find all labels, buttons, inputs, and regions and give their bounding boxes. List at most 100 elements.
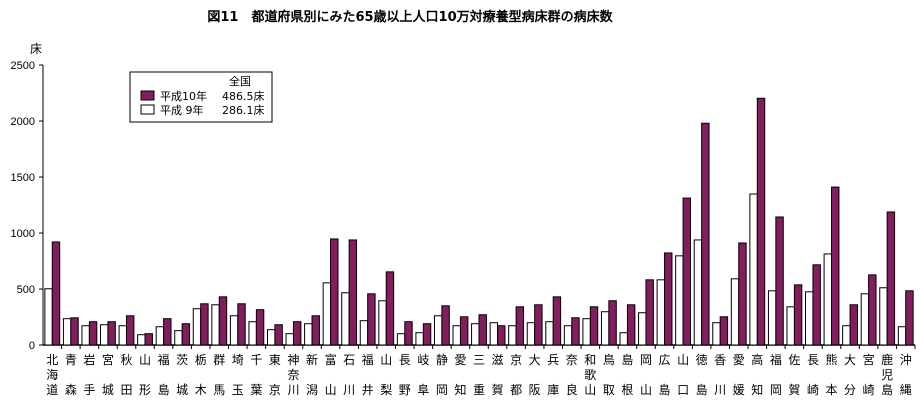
x-category-label: 縄 xyxy=(900,382,912,397)
bar-h9-福岡 xyxy=(767,290,777,346)
legend-swatch xyxy=(140,90,155,101)
x-category-label: 根 xyxy=(621,383,633,397)
bar-h9-沖縄 xyxy=(897,326,907,346)
bar-h10-山形 xyxy=(144,333,153,346)
bar-h9-愛媛 xyxy=(730,278,740,346)
x-category-label: 茨 xyxy=(176,353,188,367)
x-category-label: 海 xyxy=(46,367,58,382)
bar-h10-鳥取 xyxy=(608,300,617,346)
bar-h9-石川 xyxy=(341,292,350,346)
bar-h10-千葉 xyxy=(255,309,265,346)
legend-title: 全国 xyxy=(229,74,251,88)
bar-h9-神奈川 xyxy=(285,333,294,346)
x-category-label: 田 xyxy=(120,383,132,397)
bar-h9-福島 xyxy=(155,326,165,346)
x-category-label: 川 xyxy=(714,383,726,397)
y-tick-label: 2500 xyxy=(11,60,35,72)
x-category-label: 長 xyxy=(399,353,411,367)
bar-h10-熊本 xyxy=(831,186,840,346)
x-category-label: 島 xyxy=(696,382,708,397)
x-category-label: 知 xyxy=(751,383,763,397)
x-category-label: 静 xyxy=(436,353,448,367)
bar-h10-和歌山 xyxy=(589,306,599,346)
x-category-label: 取 xyxy=(603,383,615,397)
bar-h10-岐阜 xyxy=(422,323,432,346)
x-category-label: 岡 xyxy=(640,353,652,367)
bar-h9-三重 xyxy=(471,323,480,346)
x-category-label: 島 xyxy=(621,352,633,367)
x-category-label: 愛 xyxy=(733,353,745,367)
bar-h10-香川 xyxy=(719,316,729,346)
bar-h10-富山 xyxy=(330,238,339,346)
bar-h9-長崎 xyxy=(805,291,814,346)
bar-h10-福島 xyxy=(163,318,172,346)
x-category-label: 宮 xyxy=(102,352,114,367)
x-category-label: 大 xyxy=(844,353,856,367)
bar-h9-高知 xyxy=(749,193,758,346)
x-category-label: 玉 xyxy=(232,383,244,397)
x-category-label: 石 xyxy=(343,353,355,367)
x-category-label: 岐 xyxy=(417,353,429,367)
bar-h9-山口 xyxy=(675,255,684,346)
bar-h9-千葉 xyxy=(248,321,257,346)
x-category-label: 山 xyxy=(380,353,392,367)
x-category-label: 富 xyxy=(325,352,337,367)
bar-h10-広島 xyxy=(664,252,673,346)
x-category-label: 京 xyxy=(510,353,522,367)
x-category-label: 佐 xyxy=(788,353,800,367)
x-category-label: 京 xyxy=(269,383,281,397)
bar-h10-高知 xyxy=(756,97,766,346)
x-category-label: 媛 xyxy=(733,383,745,397)
x-category-label: 歌 xyxy=(584,367,596,382)
bar-h9-香川 xyxy=(712,322,721,346)
x-category-label: 山 xyxy=(677,353,689,367)
legend-label: 平成10年 xyxy=(160,89,207,103)
x-category-label: 和 xyxy=(584,353,596,367)
bar-h10-京都 xyxy=(515,306,525,346)
x-category-label: 群 xyxy=(213,353,225,367)
x-category-label: 長 xyxy=(807,353,819,367)
x-category-label: 手 xyxy=(83,383,95,397)
bar-h9-岩手 xyxy=(81,325,90,346)
bar-h10-鹿児島 xyxy=(886,211,896,346)
x-category-label: 神 xyxy=(287,353,299,367)
y-tick-label: 500 xyxy=(17,284,35,296)
legend-swatch xyxy=(140,104,155,115)
bar-h10-宮城 xyxy=(107,321,116,346)
bar-h9-山形 xyxy=(137,334,146,346)
y-tick-label: 1500 xyxy=(11,172,35,184)
bar-h9-島根 xyxy=(619,332,628,346)
bar-h10-岩手 xyxy=(88,321,98,346)
x-category-label: 重 xyxy=(473,383,485,397)
bar-h10-神奈川 xyxy=(292,321,302,346)
bar-h10-大阪 xyxy=(534,304,543,346)
bar-h9-熊本 xyxy=(823,253,833,346)
bar-h10-大分 xyxy=(849,304,858,346)
bar-h10-山梨 xyxy=(385,271,395,346)
x-category-label: 奈 xyxy=(287,368,299,382)
x-category-label: 岡 xyxy=(770,383,782,397)
x-category-label: 徳 xyxy=(696,352,708,367)
bar-h10-新潟 xyxy=(311,315,320,346)
x-category-label: 森 xyxy=(65,382,77,397)
x-category-label: 梨 xyxy=(380,383,392,397)
x-category-label: 千 xyxy=(250,353,262,367)
bar-h10-青森 xyxy=(70,317,79,346)
x-category-label: 口 xyxy=(677,383,689,397)
bar-h10-山口 xyxy=(682,197,692,346)
bar-h9-静岡 xyxy=(433,315,443,346)
bar-h9-埼玉 xyxy=(229,315,239,346)
x-category-label: 賀 xyxy=(492,383,504,397)
bar-h10-福岡 xyxy=(775,216,784,346)
x-category-label: 東 xyxy=(269,353,281,367)
bar-h10-石川 xyxy=(348,239,358,346)
x-category-label: 広 xyxy=(659,353,671,367)
x-category-label: 野 xyxy=(399,383,411,397)
bar-h9-大分 xyxy=(842,325,851,346)
bar-h10-栃木 xyxy=(200,303,209,346)
x-category-label: 滋 xyxy=(492,353,504,367)
x-category-label: 新 xyxy=(306,352,318,367)
bar-h9-群馬 xyxy=(211,304,220,346)
x-category-label: 島 xyxy=(881,382,893,397)
